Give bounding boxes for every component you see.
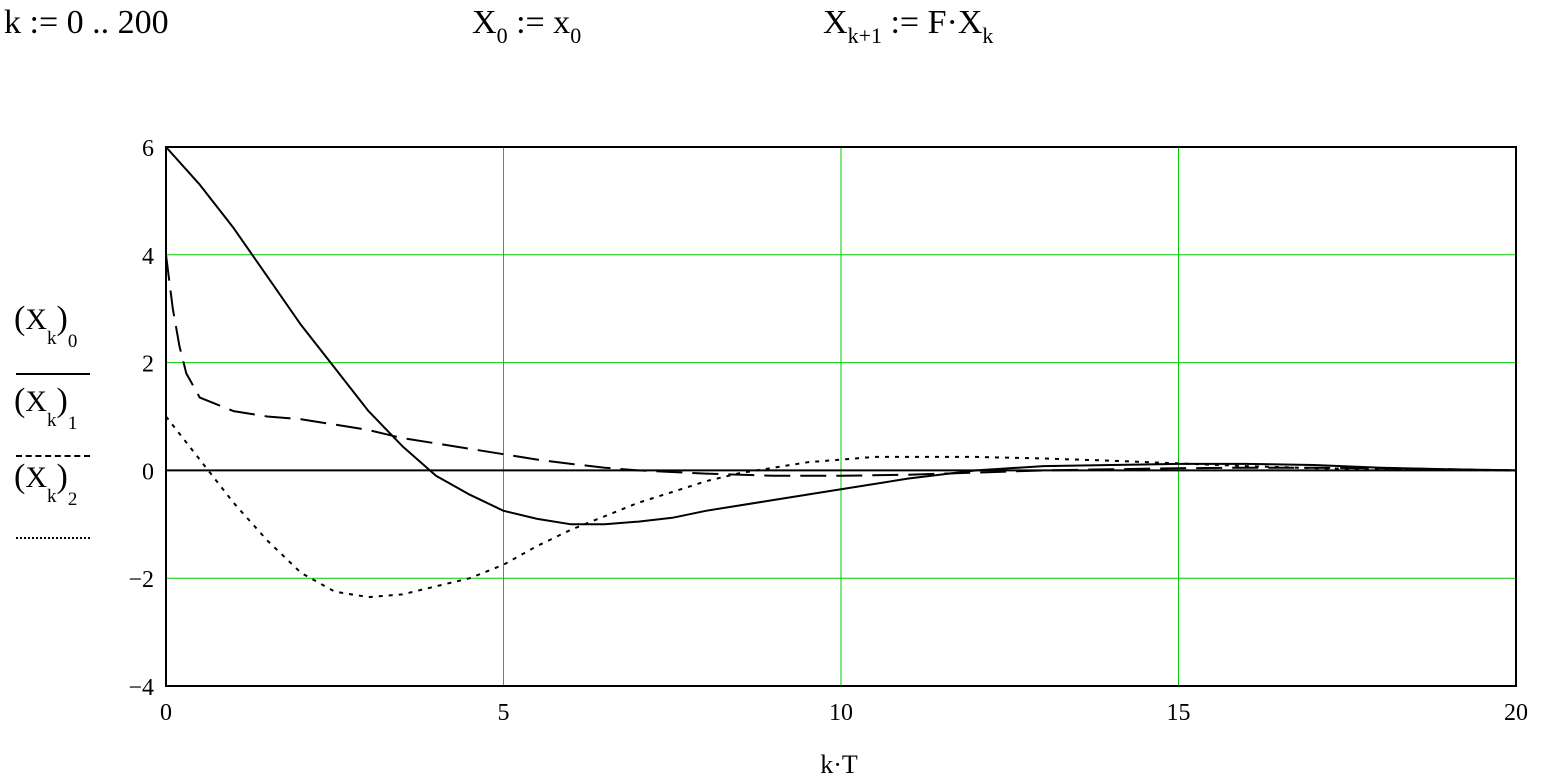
legend-sub: k <box>47 410 57 431</box>
y-tick-label: 2 <box>142 352 154 378</box>
y-tick-label: 0 <box>142 459 154 485</box>
legend-open-paren: ( <box>14 382 26 419</box>
legend-close-paren: ) <box>56 300 68 337</box>
legend-series-1: (Xk)1 <box>14 382 77 434</box>
x-tick-label: 5 <box>498 700 510 726</box>
legend-open-paren: ( <box>14 300 26 337</box>
initial-assign: := x <box>507 4 571 41</box>
x-tick-label: 20 <box>1504 700 1528 726</box>
legend-base: X <box>25 385 47 418</box>
recurrence-assign: := F·X <box>881 4 983 41</box>
legend-close-paren: ) <box>56 382 68 419</box>
initial-condition-definition: X0 := x0 <box>472 4 581 48</box>
x-tick-label: 0 <box>160 700 172 726</box>
recurrence-lhs-sub: k+1 <box>847 23 882 48</box>
series-line-1 <box>165 254 1517 477</box>
series-line-2 <box>165 415 1517 599</box>
legend-line-dashed <box>16 455 90 457</box>
legend-sub: k <box>47 328 57 349</box>
recurrence-definition: Xk+1 := F·Xk <box>823 4 993 48</box>
y-tick-label: 6 <box>142 136 154 162</box>
x-tick-label: 10 <box>829 700 853 726</box>
legend-line-solid <box>16 373 90 375</box>
initial-lhs-sub: 0 <box>496 23 508 48</box>
recurrence-lhs: X <box>823 4 848 41</box>
legend-close-paren: ) <box>56 458 68 495</box>
y-tick-label: −4 <box>128 675 154 701</box>
legend-line-dotted <box>16 537 90 539</box>
series-line-0 <box>165 146 1517 526</box>
legend-sub: k <box>47 486 57 507</box>
range-definition: k := 0 .. 200 <box>4 4 169 42</box>
legend-index: 0 <box>67 331 78 352</box>
x-axis-label: k·T <box>820 750 858 779</box>
legend-open-paren: ( <box>14 458 26 495</box>
legend-index: 2 <box>67 489 78 510</box>
initial-rhs-sub: 0 <box>570 23 582 48</box>
legend-base: X <box>25 303 47 336</box>
recurrence-rhs-sub: k <box>982 23 994 48</box>
x-tick-label: 15 <box>1167 700 1191 726</box>
range-definition-text: k := 0 .. 200 <box>4 4 169 41</box>
legend-series-2: (Xk)2 <box>14 458 77 510</box>
y-tick-label: −2 <box>128 567 154 593</box>
legend-series-0: (Xk)0 <box>14 300 77 352</box>
y-tick-label: 4 <box>142 244 154 270</box>
initial-lhs: X <box>472 4 497 41</box>
legend-index: 1 <box>67 413 78 434</box>
legend-base: X <box>25 461 47 494</box>
